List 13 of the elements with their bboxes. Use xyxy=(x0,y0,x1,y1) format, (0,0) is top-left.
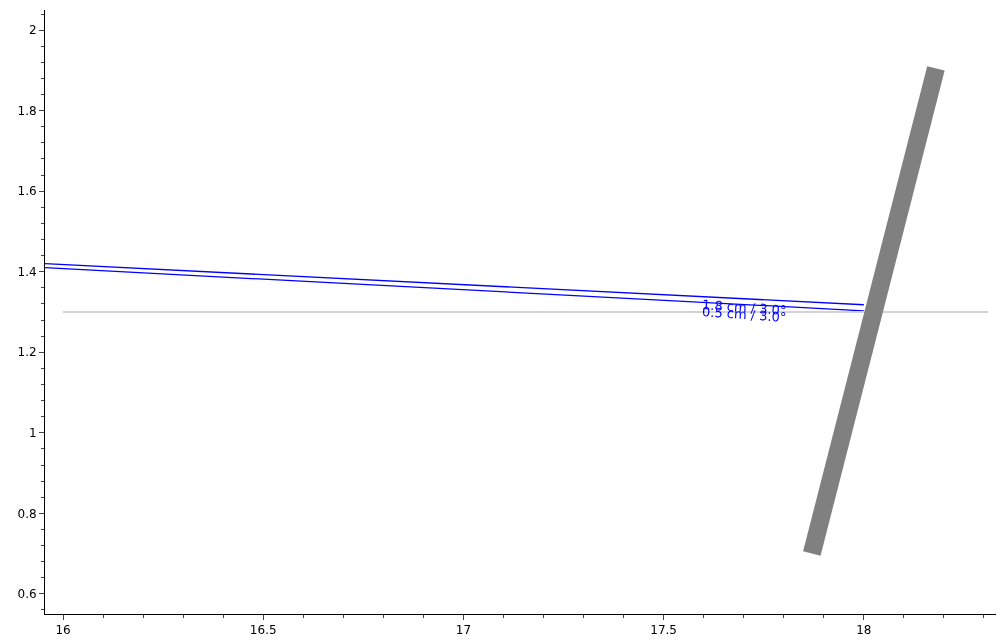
x-tick-label: 17 xyxy=(455,623,472,638)
x-tick-label: 16.5 xyxy=(249,623,277,638)
y-tick-label: 0.8 xyxy=(17,506,37,521)
y-tick-label: 0.6 xyxy=(17,587,37,602)
x-tick-label: 16 xyxy=(55,623,71,638)
x-tick-label: 17.5 xyxy=(650,623,678,638)
y-tick-label: 1.2 xyxy=(17,345,37,360)
y-tick-label: 2 xyxy=(28,23,37,38)
y-tick-label: 1.4 xyxy=(17,264,37,279)
x-tick-label: 18 xyxy=(856,623,872,638)
y-tick-label: 1 xyxy=(28,426,37,440)
y-tick-label: 1.8 xyxy=(17,103,37,118)
y-tick-label: 1.6 xyxy=(17,184,37,199)
